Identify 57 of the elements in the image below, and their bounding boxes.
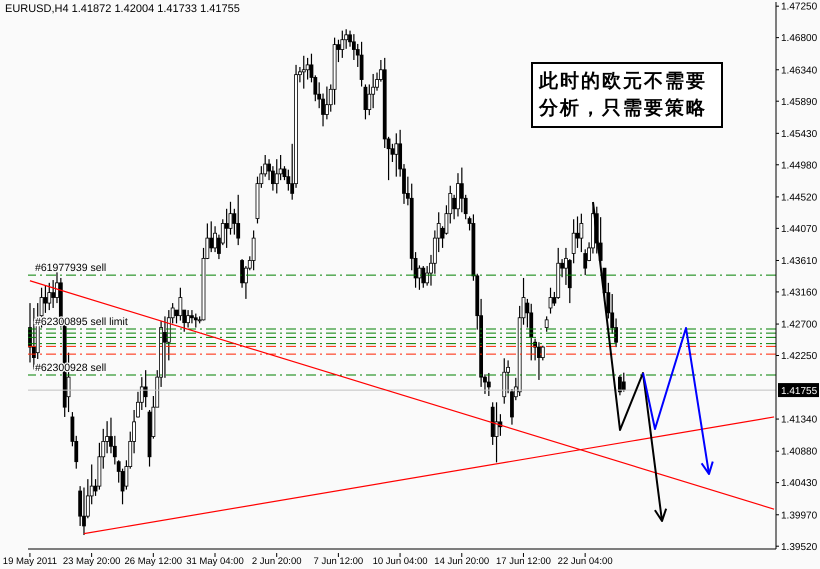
candlestick [324,86,329,120]
y-tick-label: 1.42250 [781,351,818,362]
candlestick [537,342,541,381]
candlestick [274,158,279,194]
candlestick [163,316,167,378]
x-tick-label: 17 Jun 12:00 [496,556,551,567]
y-tick-label: 1.40430 [781,478,818,490]
x-tick-label: 26 May 12:00 [124,556,182,567]
candlestick [44,285,48,314]
y-tick-label: 1.41340 [781,414,818,426]
candlestick [579,213,584,253]
x-tick-label: 31 May 04:00 [186,556,244,567]
y-tick-label: 1.47250 [781,2,818,13]
x-tick-label: 23 May 20:00 [62,556,120,567]
candlestick [364,84,368,120]
candlestick [618,374,622,396]
candlestick [494,402,498,463]
candlestick [190,309,194,324]
x-tick-label: 19 May 2011 [2,556,58,567]
candlestick [340,30,344,58]
candlestick [224,208,229,249]
candlestick [178,287,182,322]
candlestick [51,279,56,309]
x-tick-label: 7 Jun 12:00 [314,556,364,567]
candlestick [394,132,398,178]
candlestick [302,55,306,90]
y-tick-label: 1.45890 [781,96,818,108]
y-tick-label: 1.39520 [781,542,818,553]
candlestick [540,345,545,361]
y-tick-label: 1.44520 [781,192,818,204]
y-tick-label: 1.46340 [781,65,818,76]
y-tick-label: 1.42700 [781,320,818,331]
candlestick [252,230,256,271]
y-tick-label: 1.45430 [781,128,818,140]
candlestick [236,194,240,246]
candlestick [544,316,549,332]
y-tick-label: 1.46800 [781,33,818,44]
y-tick-label: 1.40880 [781,446,818,458]
candlestick [583,248,588,276]
candlestick [486,372,491,397]
y-tick-label: 1.44070 [781,224,818,235]
candlestick [194,312,198,328]
chart-title: EURUSD,H4 1.41872 1.42004 1.41733 1.41755 [5,3,240,15]
candlestick [548,287,552,314]
x-tick-label: 10 Jun 04:00 [372,556,428,567]
ref-line-label: #61977939 sell [35,262,106,274]
x-tick-label: 2 Jun 20:00 [252,556,302,567]
candlestick [186,309,190,328]
y-tick-label: 1.43610 [781,256,818,268]
annotation: 此时的欧元不需要分析，只需要策略 [531,62,723,128]
y-tick-label: 1.39970 [781,510,818,522]
y-tick-label: 1.43160 [781,287,818,298]
ref-line-label: 1.41755 [781,386,818,398]
x-tick-label: 14 Jun 20:00 [434,556,490,567]
x-tick-label: 22 Jun 04:00 [558,556,613,567]
candlestick [47,282,52,311]
y-tick-label: 1.44980 [781,160,818,172]
